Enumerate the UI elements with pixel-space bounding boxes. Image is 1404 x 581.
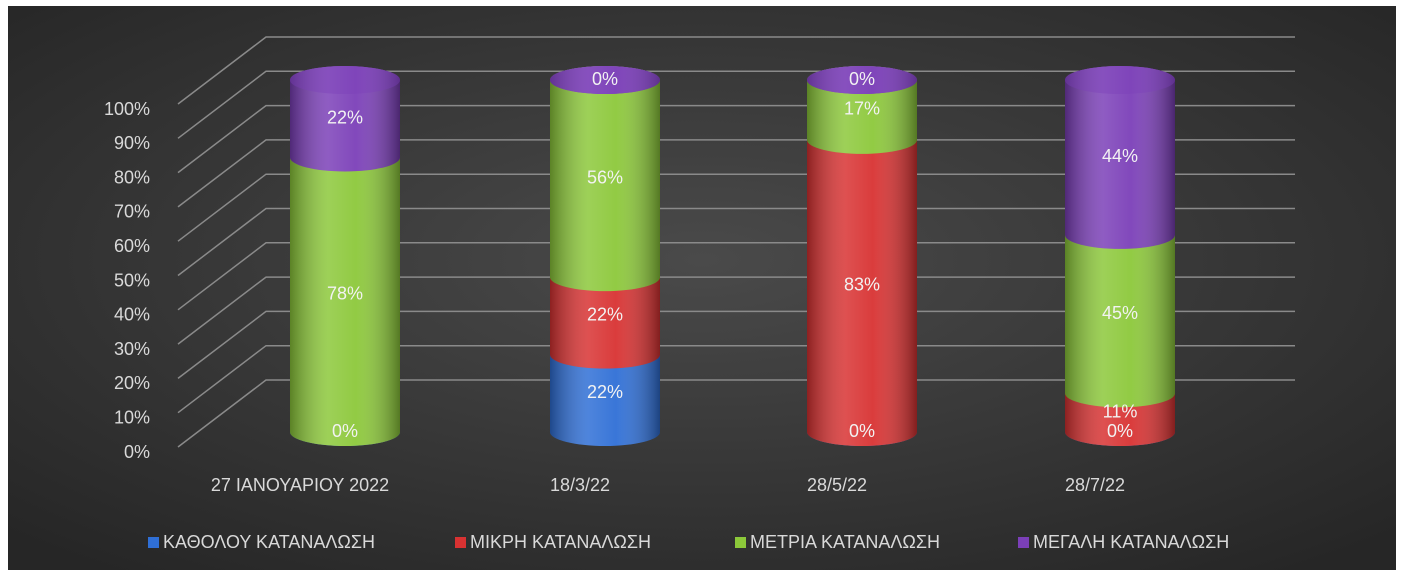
- y-tick-label: 90%: [114, 133, 150, 153]
- cylinder-top-shade: [550, 66, 660, 94]
- data-label: 22%: [587, 382, 623, 402]
- cylinder-top-shade: [1065, 66, 1175, 94]
- y-tick-label: 60%: [114, 236, 150, 256]
- data-label: 0%: [849, 69, 875, 89]
- data-label: 0%: [849, 421, 875, 441]
- data-label: 22%: [327, 107, 363, 127]
- data-label: 83%: [844, 275, 880, 295]
- data-label: 45%: [1102, 303, 1138, 323]
- data-label: 78%: [327, 283, 363, 303]
- grid-line: [177, 139, 1295, 208]
- x-tick-label: 28/7/22: [1065, 475, 1125, 495]
- grid-line: [177, 379, 1295, 448]
- shade: [807, 125, 917, 446]
- x-tick-label: 28/5/22: [807, 475, 867, 495]
- data-label: 22%: [587, 305, 623, 325]
- grid-line: [177, 310, 1295, 379]
- cylinder-top-shade: [807, 66, 917, 94]
- x-tick-label: 27 ΙΑΝΟΥΑΡΙΟΥ 2022: [211, 475, 389, 495]
- y-tick-label: 40%: [114, 305, 150, 325]
- y-tick-label: 10%: [114, 407, 150, 427]
- legend-marker: [148, 537, 159, 548]
- grid-line: [177, 36, 1295, 105]
- data-label: 0%: [332, 421, 358, 441]
- grid-line: [177, 242, 1295, 311]
- data-label: 17%: [844, 99, 880, 119]
- y-tick-label: 70%: [114, 202, 150, 222]
- grid-line: [177, 207, 1295, 277]
- grid-line: [177, 276, 1295, 345]
- grid-line: [177, 104, 1295, 174]
- legend-label: ΜΕΤΡΙΑ ΚΑΤΑΝΑΛΩΣΗ: [750, 532, 940, 552]
- data-label: 0%: [592, 69, 618, 89]
- grid-line: [177, 344, 1295, 414]
- y-tick-label: 30%: [114, 339, 150, 359]
- shade: [550, 340, 660, 446]
- y-tick-label: 0%: [124, 442, 150, 462]
- legend-marker: [1018, 537, 1029, 548]
- grid-line: [177, 70, 1295, 139]
- legend-marker: [735, 537, 746, 548]
- shade: [290, 143, 400, 447]
- legend-label: ΚΑΘΟΛΟΥ ΚΑΤΑΝΑΛΩΣΗ: [163, 532, 375, 552]
- x-tick-label: 18/3/22: [550, 475, 610, 495]
- shade: [1065, 66, 1175, 249]
- shade: [550, 263, 660, 369]
- legend-label: ΜΕΓΑΛΗ ΚΑΤΑΝΑΛΩΣΗ: [1033, 532, 1229, 552]
- data-label: 56%: [587, 167, 623, 187]
- grid-line: [177, 173, 1295, 242]
- shade: [290, 66, 400, 172]
- y-tick-label: 100%: [104, 99, 150, 119]
- legend-label: ΜΙΚΡΗ ΚΑΤΑΝΑΛΩΣΗ: [470, 532, 651, 552]
- y-tick-label: 50%: [114, 270, 150, 290]
- shade: [1065, 220, 1175, 408]
- y-tick-label: 20%: [114, 373, 150, 393]
- shade: [550, 66, 660, 292]
- data-label: 0%: [1107, 421, 1133, 441]
- cylinder-top-shade: [290, 66, 400, 94]
- legend-marker: [455, 537, 466, 548]
- data-label: 11%: [1103, 401, 1138, 421]
- y-tick-label: 80%: [114, 167, 150, 187]
- data-label: 44%: [1102, 146, 1138, 166]
